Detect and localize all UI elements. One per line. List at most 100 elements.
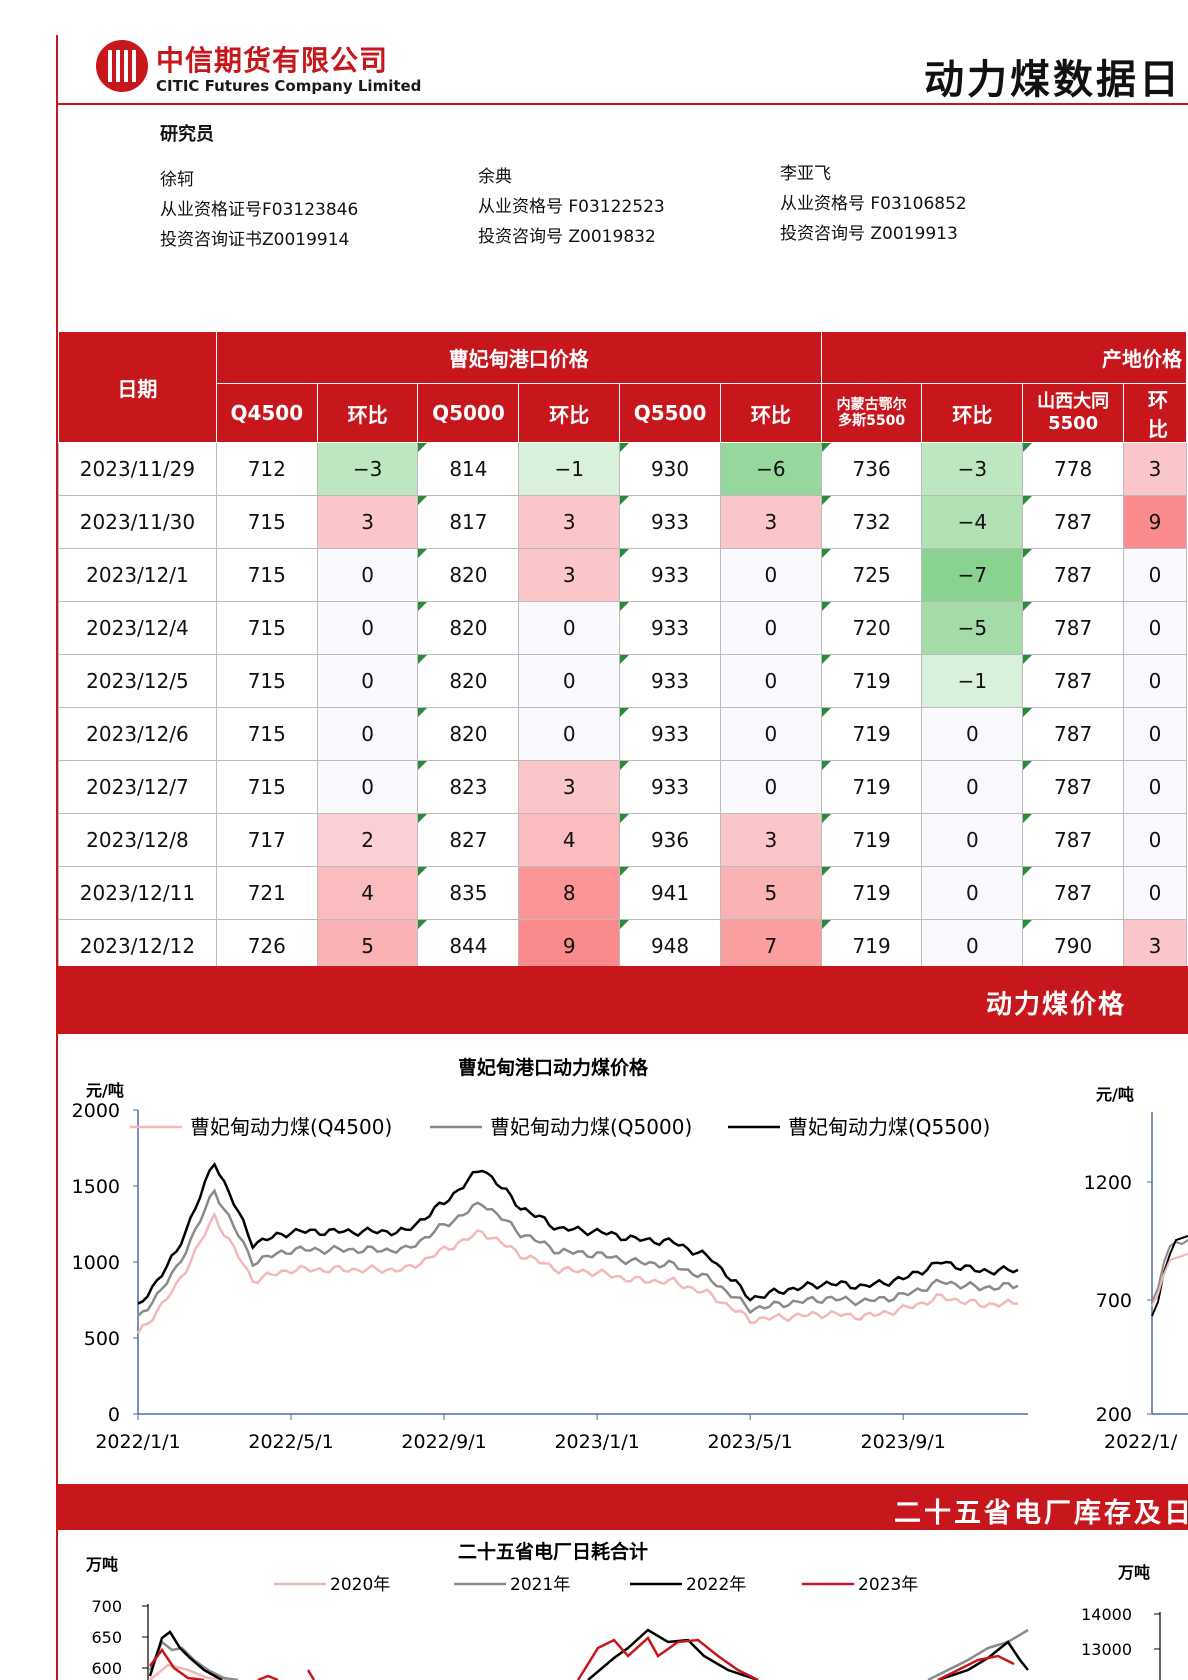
price-cell: 712 <box>215 442 318 496</box>
change-cell: 0 <box>921 813 1024 867</box>
logo-en-text: CITIC Futures Company Limited <box>156 77 422 95</box>
change-cell: 0 <box>1123 707 1187 761</box>
legend-label: 2021年 <box>510 1575 570 1595</box>
change-cell: −1 <box>921 654 1024 708</box>
table-filler <box>1187 496 1188 549</box>
price-cell: 719 <box>820 654 923 708</box>
change-cell: 0 <box>518 707 621 761</box>
price-cell: 736 <box>820 442 923 496</box>
price-cell: 726 <box>215 919 318 973</box>
col-header-q5000: Q5000 <box>417 383 520 443</box>
change-cell: 0 <box>316 760 419 814</box>
series-line <box>136 1211 1018 1335</box>
series-line <box>149 1663 229 1680</box>
y-tick-label: 200 <box>1096 1404 1132 1426</box>
table-row: 2023/11/29 712 −3 814 −1 930 −6 736 −3 778 3 <box>58 442 1188 496</box>
price-cell: 787 <box>1022 495 1125 549</box>
price-cell: 930 <box>619 442 721 496</box>
series-line <box>1151 1235 1188 1317</box>
x-tick-label: 2023/9/1 <box>861 1431 946 1453</box>
row-date: 2023/12/4 <box>58 601 217 655</box>
table-filler <box>1187 867 1188 920</box>
legend-label: 曹妃甸动力煤(Q4500) <box>190 1115 392 1139</box>
change-cell: 3 <box>518 760 621 814</box>
series-line <box>148 1628 1029 1680</box>
researcher-consult: 投资咨询证书Z0019914 <box>160 230 350 250</box>
change-cell: −6 <box>719 442 822 496</box>
y-tick-label: 700 <box>91 1597 122 1616</box>
researcher-cert: 从业资格号 F03122523 <box>478 197 665 217</box>
price-cell: 732 <box>820 495 923 549</box>
citic-logo-icon <box>96 40 148 92</box>
price-cell: 827 <box>417 813 520 867</box>
price-cell: 933 <box>619 654 721 708</box>
y-tick-label: 1500 <box>72 1176 120 1198</box>
price-cell: 715 <box>215 548 318 602</box>
price-cell: 717 <box>215 813 318 867</box>
x-tick-label: 2022/9/1 <box>401 1431 486 1453</box>
series-line <box>137 1188 1019 1317</box>
price-cell: 715 <box>215 654 318 708</box>
row-date: 2023/12/6 <box>58 707 217 761</box>
price-cell: 787 <box>1022 654 1125 708</box>
change-cell: 0 <box>316 548 419 602</box>
inventory-chart: 万吨 13000 14000 <box>1081 1563 1161 1680</box>
table-row: 2023/12/7 715 0 823 3 933 0 719 0 787 0 <box>58 760 1188 814</box>
row-date: 2023/11/30 <box>58 495 217 549</box>
price-cell: 814 <box>417 442 520 496</box>
page-header: 中信期货有限公司 CITIC Futures Company Limited 动… <box>58 35 1188 103</box>
researchers-heading: 研究员 <box>160 124 214 145</box>
row-date: 2023/12/12 <box>58 919 217 973</box>
row-date: 2023/11/29 <box>58 442 217 496</box>
chart-title: 曹妃甸港口动力煤价格 <box>458 1056 649 1079</box>
change-cell: 5 <box>316 919 419 973</box>
change-cell: 0 <box>921 707 1024 761</box>
researcher-consult: 投资咨询号 Z0019832 <box>478 227 656 247</box>
price-cell: 721 <box>215 866 318 920</box>
document-title: 动力煤数据日 <box>924 57 1182 103</box>
price-cell: 823 <box>417 760 520 814</box>
change-cell: −7 <box>921 548 1024 602</box>
price-cell: 948 <box>619 919 721 973</box>
change-cell: 0 <box>316 654 419 708</box>
x-tick-label: 2022/1/ <box>1104 1431 1178 1453</box>
change-cell: 3 <box>719 813 822 867</box>
table-row: 2023/12/5 715 0 820 0 933 0 719 −1 787 0 <box>58 654 1188 708</box>
price-cell: 933 <box>619 707 721 761</box>
change-cell: 0 <box>1123 760 1187 814</box>
series-line <box>1151 1253 1188 1307</box>
researcher-consult: 投资咨询号 Z0019913 <box>780 224 958 244</box>
chart-title: 二十五省电厂日耗合计 <box>458 1540 648 1563</box>
price-cell: 844 <box>417 919 520 973</box>
change-cell: 3 <box>1123 919 1187 973</box>
table-row: 2023/12/11 721 4 835 8 941 5 719 0 787 0 <box>58 866 1188 920</box>
price-cell: 787 <box>1022 760 1125 814</box>
y-tick-label: 0 <box>108 1404 120 1426</box>
researcher-name: 李亚飞 <box>780 164 831 184</box>
price-cell: 817 <box>417 495 520 549</box>
change-cell: 4 <box>518 813 621 867</box>
change-cell: 9 <box>1123 495 1187 549</box>
price-cell: 719 <box>820 919 923 973</box>
price-cell: 715 <box>215 760 318 814</box>
price-cell: 933 <box>619 495 721 549</box>
col-header-q4500: Q4500 <box>215 383 318 443</box>
change-cell: 0 <box>316 601 419 655</box>
legend-label: 曹妃甸动力煤(Q5000) <box>490 1115 692 1139</box>
price-cell: 715 <box>215 707 318 761</box>
price-cell: 941 <box>619 866 721 920</box>
series-line <box>1151 1239 1188 1303</box>
y-axis-unit: 元/吨 <box>1096 1085 1134 1104</box>
researcher-3: 李亚飞 从业资格号 F03106852 投资咨询号 Z0019913 <box>780 159 967 249</box>
change-cell: 3 <box>518 495 621 549</box>
price-cell: 719 <box>820 866 923 920</box>
table-row: 2023/11/30 715 3 817 3 933 3 732 −4 787 9 <box>58 495 1188 549</box>
price-cell: 720 <box>820 601 923 655</box>
col-header-q5500: Q5500 <box>619 383 721 443</box>
series-line <box>148 1628 1029 1680</box>
change-cell: 0 <box>1123 813 1187 867</box>
change-cell: 0 <box>518 654 621 708</box>
change-cell: −3 <box>316 442 419 496</box>
col-header-change: 环比 <box>921 383 1024 443</box>
row-date: 2023/12/5 <box>58 654 217 708</box>
